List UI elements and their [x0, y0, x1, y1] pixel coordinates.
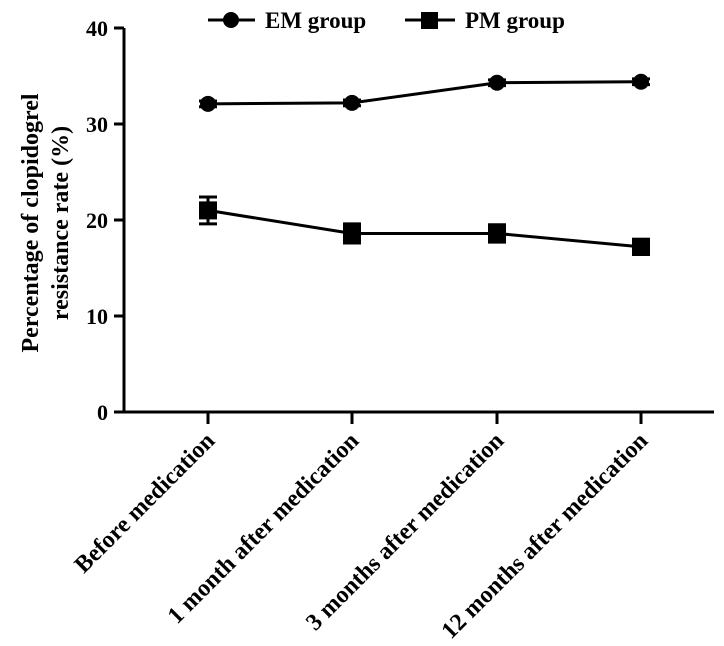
- legend-marker-pm-group: [421, 12, 438, 29]
- series-line-em-group: [207, 80, 642, 106]
- y-tick-label: 40: [86, 16, 108, 41]
- data-point-pm-group: [199, 201, 217, 220]
- legend-marker-em-group: [223, 12, 239, 28]
- series-em-group: [199, 73, 650, 112]
- legend-item-pm-group: PM group: [405, 8, 565, 33]
- series-line-pm-group: [207, 208, 642, 249]
- y-ticks: 0 10 20 30 40: [86, 16, 124, 425]
- y-tick-label: 30: [86, 112, 108, 137]
- data-point-em-group: [489, 74, 505, 91]
- legend: EM group PM group: [208, 8, 565, 33]
- legend-label-em-group: EM group: [265, 8, 366, 33]
- y-axis-title-line-1: Percentage of clopidogrel: [18, 93, 44, 352]
- data-point-em-group: [200, 95, 216, 112]
- series-layer: [199, 73, 650, 257]
- y-axis-title-line-2: resistance rate (%): [48, 126, 74, 320]
- series-pm-group: [199, 195, 650, 257]
- data-point-pm-group: [488, 224, 506, 243]
- y-tick-label: 20: [86, 208, 108, 233]
- legend-item-em-group: EM group: [208, 8, 366, 33]
- x-tick-label: Before medication: [70, 428, 221, 579]
- data-point-pm-group: [343, 224, 361, 243]
- data-point-em-group: [344, 94, 360, 111]
- y-tick-label: 0: [97, 400, 108, 425]
- data-point-em-group: [633, 73, 649, 90]
- y-axis-title: Percentage of clopidogrel resistance rat…: [18, 93, 74, 352]
- legend-label-pm-group: PM group: [465, 8, 565, 33]
- y-tick-label: 10: [86, 304, 108, 329]
- data-point-pm-group: [632, 237, 650, 256]
